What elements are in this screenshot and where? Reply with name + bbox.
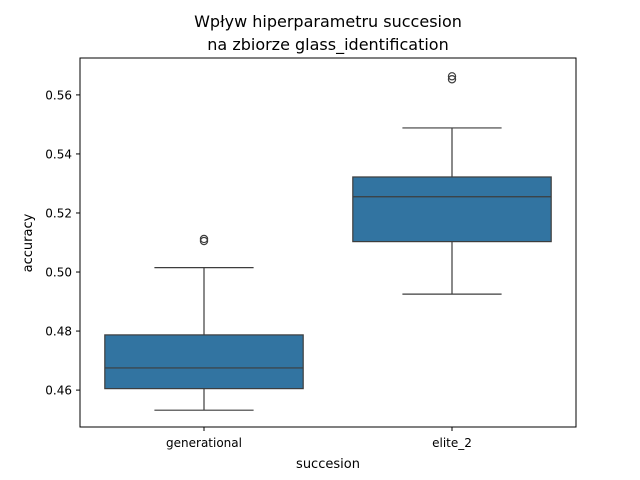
y-tick-label: 0.52: [45, 206, 72, 220]
box-elite_2: [352, 176, 552, 243]
outlier-point: [199, 234, 209, 244]
y-tick-label: 0.54: [45, 147, 72, 161]
x-tick-label: elite_2: [432, 436, 472, 450]
axis-ticks: 0.46 0.48 0.50 0.52 0.54 0.56 generational elit…: [45, 88, 472, 450]
y-tick-label: 0.50: [45, 266, 72, 280]
y-tick-label: 0.48: [45, 325, 72, 339]
y-tick-label: 0.56: [45, 88, 72, 102]
x-axis-label: succesion: [296, 457, 360, 472]
y-axis-label: accuracy: [21, 213, 36, 272]
box-group: [104, 72, 552, 411]
plot-frame: [79, 57, 577, 428]
chart-title-line-2: na zbiorze glass_identification: [207, 35, 448, 55]
box-generational: [104, 334, 304, 390]
x-tick-label: generational: [166, 436, 242, 450]
outlier-point: [447, 75, 457, 84]
chart-title-line-1: Wpływ hiperparametru succesion: [194, 12, 462, 31]
outlier-point: [447, 72, 457, 81]
y-tick-label: 0.46: [45, 384, 72, 398]
